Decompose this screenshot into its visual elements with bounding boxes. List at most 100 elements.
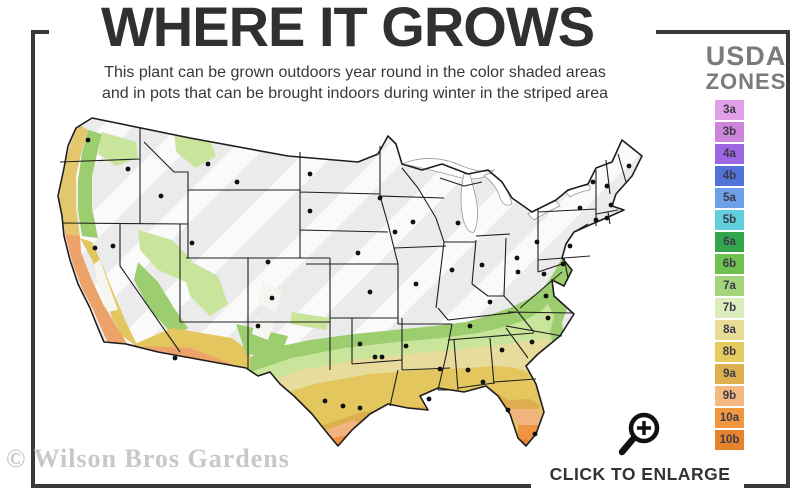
- city-dot: [545, 315, 551, 321]
- city-dot: [379, 354, 385, 360]
- city-dot: [307, 171, 313, 177]
- city-dot: [357, 405, 363, 411]
- zone-swatch-7b: 7b: [715, 298, 744, 318]
- city-dot: [467, 323, 473, 329]
- city-dots: [85, 137, 632, 437]
- zone-label: 8b: [722, 346, 737, 358]
- zone-label: 5b: [722, 214, 737, 226]
- frame-top-right: [656, 30, 790, 34]
- city-dot: [455, 220, 461, 226]
- city-dot: [529, 339, 535, 345]
- city-dot: [85, 137, 91, 143]
- zone-label: 9b: [722, 390, 737, 402]
- city-dot: [189, 240, 195, 246]
- usda-zones-legend: 3a 3b 4a 4b 5a 5b 6a 6b 7a 7b 8a 8b 9a 9b 10a 10b: [715, 100, 744, 452]
- zone-label: 3a: [723, 104, 736, 116]
- enlarge-button[interactable]: CLICK TO ENLARGE: [540, 408, 740, 485]
- city-dot: [465, 367, 471, 373]
- city-dot: [367, 289, 373, 295]
- city-dot: [499, 347, 505, 353]
- zone-label: 6a: [723, 236, 736, 248]
- city-dot: [543, 293, 549, 299]
- city-dot: [437, 366, 443, 372]
- state-borders: [59, 128, 627, 407]
- city-dot: [269, 295, 275, 301]
- city-dot: [590, 179, 596, 185]
- city-dot: [505, 407, 511, 413]
- zone-label: 8a: [723, 324, 736, 336]
- city-dot: [608, 202, 614, 208]
- city-dot: [515, 269, 521, 275]
- city-dot: [92, 245, 98, 251]
- city-dot: [265, 259, 271, 265]
- zone-swatch-3b: 3b: [715, 122, 744, 142]
- city-dot: [110, 243, 116, 249]
- legend-title-zones: ZONES: [705, 69, 787, 94]
- zone-label: 9a: [723, 368, 736, 380]
- zone-swatch-5a: 5a: [715, 188, 744, 208]
- city-dot: [534, 239, 540, 245]
- zone-swatch-9a: 9a: [715, 364, 744, 384]
- zone-swatch-3a: 3a: [715, 100, 744, 120]
- enlarge-label: CLICK TO ENLARGE: [549, 464, 731, 484]
- city-dot: [532, 431, 538, 437]
- city-dot: [403, 343, 409, 349]
- subtitle-line-1: This plant can be grown outdoors year ro…: [104, 64, 606, 81]
- frame-bottom-right: [744, 484, 790, 488]
- page-title: WHERE IT GROWS: [100, 0, 595, 58]
- city-dot: [355, 250, 361, 256]
- city-dot: [577, 205, 583, 211]
- magnifier-plus-icon[interactable]: [613, 408, 667, 462]
- zone-label: 7a: [723, 280, 736, 292]
- city-dot: [357, 341, 363, 347]
- city-dot: [480, 379, 486, 385]
- city-dot: [604, 215, 610, 221]
- zone-swatch-9b: 9b: [715, 386, 744, 406]
- frame-right: [786, 30, 790, 488]
- city-dot: [172, 355, 178, 361]
- subtitle: This plant can be grown outdoors year ro…: [45, 62, 665, 104]
- frame-bottom-left: [31, 484, 531, 488]
- usda-zones-legend-title: USDA ZONES: [686, 42, 800, 94]
- city-dot: [255, 323, 261, 329]
- city-dot: [125, 166, 131, 172]
- city-dot: [479, 262, 485, 268]
- zone-label: 6b: [722, 258, 737, 270]
- city-dot: [413, 281, 419, 287]
- city-dot: [567, 243, 573, 249]
- zone-label: 3b: [722, 126, 737, 138]
- city-dot: [322, 398, 328, 404]
- city-dot: [410, 219, 416, 225]
- zone-label: 4b: [722, 170, 737, 182]
- zone-swatch-6b: 6b: [715, 254, 744, 274]
- zone-label: 10a: [719, 412, 740, 424]
- legend-title-usda: USDA: [705, 41, 787, 71]
- city-dot: [449, 267, 455, 273]
- zone-label: 5a: [723, 192, 736, 204]
- zone-swatch-10a: 10a: [715, 408, 744, 428]
- city-dot: [340, 403, 346, 409]
- zone-swatch-4a: 4a: [715, 144, 744, 164]
- zone-label: 4a: [723, 148, 736, 160]
- city-dot: [377, 195, 383, 201]
- zone-swatch-6a: 6a: [715, 232, 744, 252]
- zone-swatch-8b: 8b: [715, 342, 744, 362]
- us-hardiness-zone-map[interactable]: [40, 112, 660, 464]
- city-dot: [234, 179, 240, 185]
- subtitle-line-2: and in pots that can be brought indoors …: [101, 85, 609, 102]
- zone-swatch-8a: 8a: [715, 320, 744, 340]
- city-dot: [604, 183, 610, 189]
- frame-left: [31, 30, 35, 488]
- city-dot: [514, 255, 520, 261]
- city-dot: [626, 163, 632, 169]
- city-dot: [372, 354, 378, 360]
- watermark: © Wilson Bros Gardens: [6, 444, 290, 473]
- city-dot: [426, 396, 432, 402]
- city-dot: [392, 229, 398, 235]
- city-dot: [593, 217, 599, 223]
- city-dot: [307, 208, 313, 214]
- city-dot: [205, 161, 211, 167]
- zone-swatch-10b: 10b: [715, 430, 744, 450]
- zone-swatch-7a: 7a: [715, 276, 744, 296]
